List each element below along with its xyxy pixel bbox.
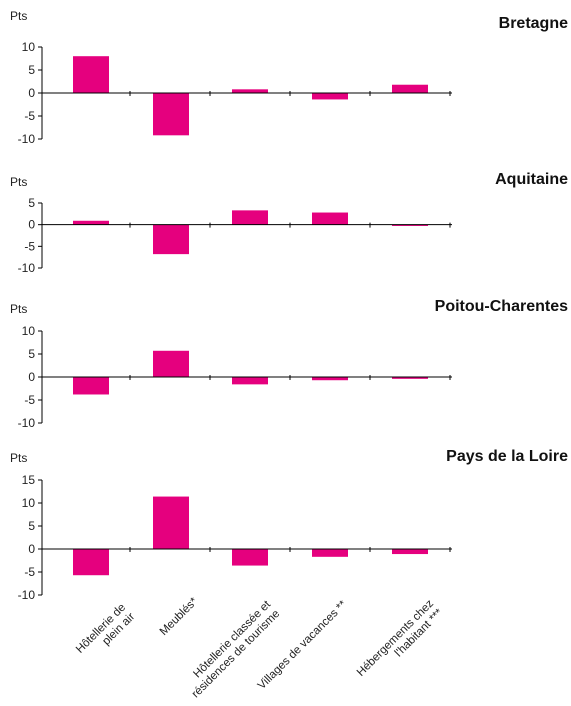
bar-1 — [73, 377, 109, 395]
bar-5 — [392, 84, 428, 93]
bar-2 — [153, 350, 189, 377]
y-tick-label: 5 — [28, 519, 35, 533]
chart-panel-1: Bretagne Pts 10 5 0 -5 -10 — [10, 9, 568, 146]
bar-1 — [73, 220, 109, 225]
y-tick-label: 0 — [28, 542, 35, 556]
bar-4 — [312, 212, 348, 225]
category-label-5: Hébergements chezl'habitant *** — [355, 597, 446, 688]
y-axis-unit-label: Pts — [10, 9, 27, 23]
y-tick-label: -5 — [24, 109, 35, 123]
y-tick-label: -10 — [18, 416, 36, 430]
bar-1 — [73, 56, 109, 93]
y-tick-label: 0 — [28, 86, 35, 100]
bar-2 — [153, 496, 189, 549]
y-tick-label: 5 — [28, 196, 35, 210]
y-tick-label: -10 — [18, 132, 36, 146]
chart-panel-4: Pays de la Loire Pts 15 10 5 0 -5 -10 — [10, 448, 568, 602]
y-tick-label: -10 — [18, 261, 36, 275]
y-tick-label: -5 — [24, 565, 35, 579]
y-tick-label: -5 — [24, 239, 35, 253]
chart-title: Aquitaine — [495, 171, 568, 188]
bar-4 — [312, 93, 348, 100]
y-tick-label: -5 — [24, 393, 35, 407]
bar-1 — [73, 549, 109, 576]
y-tick-label: 15 — [22, 473, 36, 487]
y-axis-unit-label: Pts — [10, 302, 27, 316]
y-tick-label: 0 — [28, 218, 35, 232]
chart-panel-3: Poitou-Charentes Pts 10 5 0 -5 -10 — [10, 298, 568, 430]
bar-4 — [312, 549, 348, 557]
chart-title: Bretagne — [499, 15, 568, 32]
bar-2 — [153, 93, 189, 136]
bar-3 — [232, 210, 268, 225]
bar-2 — [153, 224, 189, 255]
bar-3 — [232, 89, 268, 93]
y-tick-label: -10 — [18, 588, 36, 602]
y-axis-unit-label: Pts — [10, 175, 27, 189]
y-tick-label: 5 — [28, 63, 35, 77]
y-tick-label: 5 — [28, 347, 35, 361]
chart-title: Poitou-Charentes — [435, 298, 568, 315]
category-label-2: Meublés* — [158, 595, 201, 638]
category-label-1: Hôtellerie deplein air — [74, 602, 137, 665]
bar-4 — [312, 377, 348, 381]
y-tick-label: 0 — [28, 370, 35, 384]
bar-3 — [232, 549, 268, 566]
bar-5 — [392, 224, 428, 226]
y-tick-label: 10 — [22, 40, 36, 54]
y-tick-label: 10 — [22, 324, 36, 338]
bar-5 — [392, 549, 428, 555]
y-tick-label: 10 — [22, 496, 36, 510]
bar-5 — [392, 377, 428, 379]
y-axis-unit-label: Pts — [10, 451, 27, 465]
bar-3 — [232, 377, 268, 385]
chart-title: Pays de la Loire — [446, 448, 568, 465]
